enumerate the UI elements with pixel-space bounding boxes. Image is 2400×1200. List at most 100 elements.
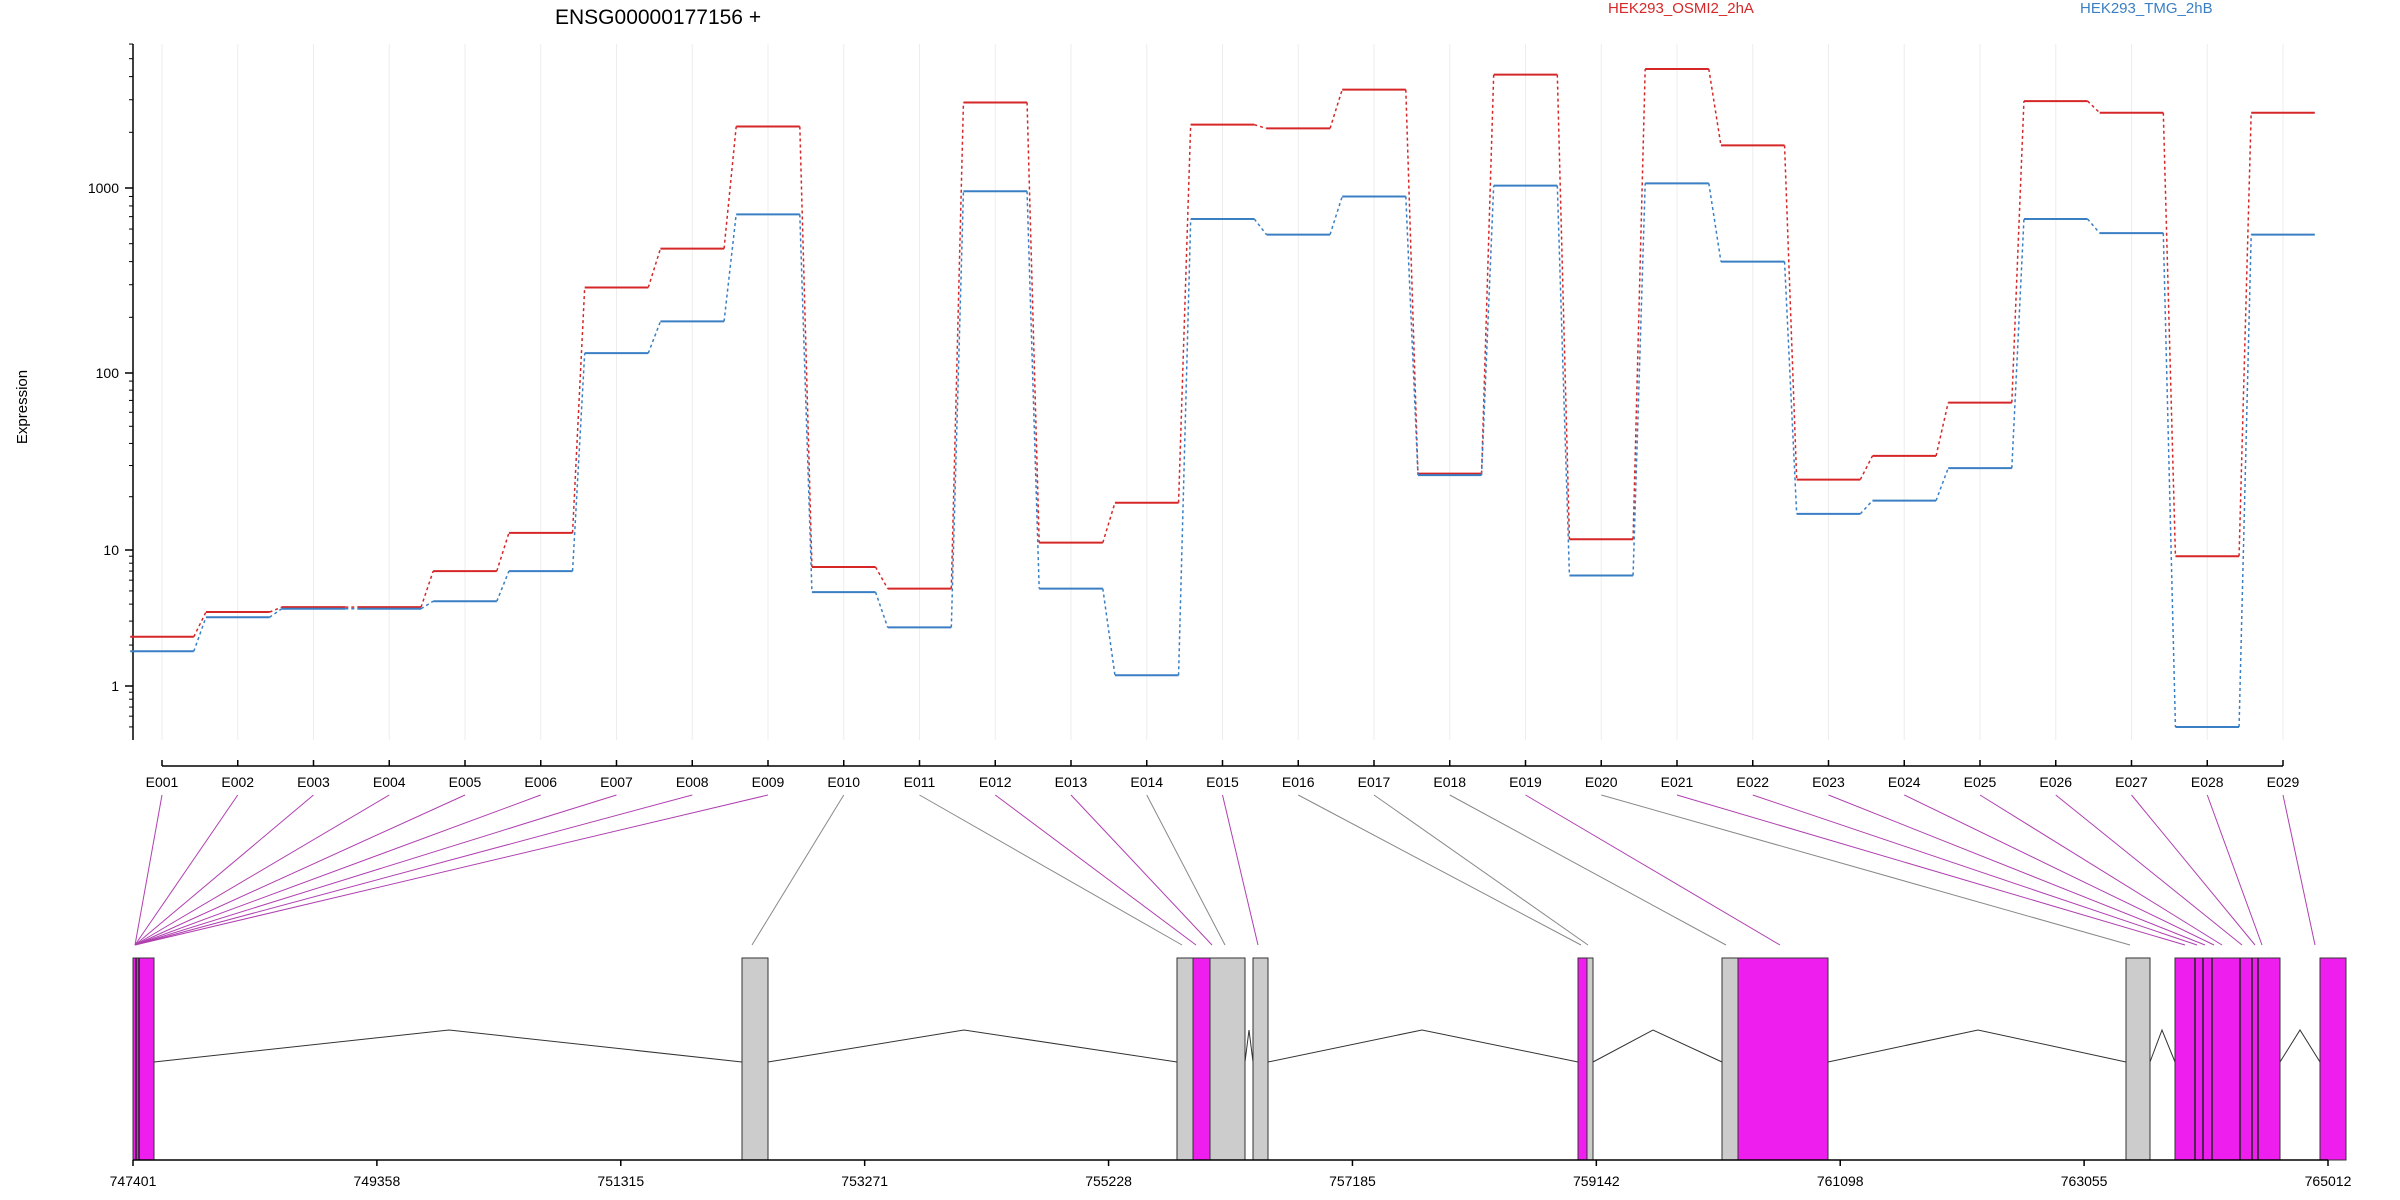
transition-segment (874, 566, 889, 589)
connector-line (751, 794, 845, 946)
x-tick-label: E009 (752, 774, 785, 790)
connector-line (1601, 794, 2131, 946)
transition-segment (1632, 68, 1646, 540)
x-tick-label: E001 (146, 774, 179, 790)
transition-segment (1556, 74, 1571, 540)
coordinate-ticks: 747401 749358 751315 753271 755228 757185 7591… (110, 1160, 2352, 1189)
transition-segment (1935, 402, 1949, 457)
coordinate-tick-label: 751315 (597, 1173, 644, 1189)
connector-line (2055, 794, 2243, 946)
x-tick-label: E023 (1812, 774, 1845, 790)
transition-segment (1026, 191, 1040, 589)
transition-segment (2162, 112, 2177, 557)
transition-segment (2087, 100, 2101, 114)
connector-line (2131, 794, 2256, 946)
transition-segment (723, 126, 737, 249)
transition-segment (571, 287, 586, 533)
series-lines (130, 67, 2315, 728)
transition-segment (2238, 234, 2252, 727)
x-tick-label: E019 (1509, 774, 1542, 790)
intron (1592, 1029, 1723, 1063)
x-tick-label: E028 (2191, 774, 2224, 790)
coordinate-tick-label: 761098 (1817, 1173, 1864, 1189)
coordinate-tick-label: 753271 (841, 1173, 888, 1189)
intron (153, 1029, 743, 1063)
connector-line (134, 794, 769, 946)
gridlines (161, 44, 2284, 740)
x-tick-label: E005 (449, 774, 482, 790)
connector-line (134, 794, 390, 946)
series-osmi2 (130, 67, 2315, 638)
transition-segment (1632, 183, 1646, 576)
transition-segment (1329, 89, 1343, 129)
intron (1267, 1029, 1579, 1063)
x-tick-label: E029 (2267, 774, 2300, 790)
transition-segment (269, 606, 282, 613)
transition-segment (1859, 455, 1874, 480)
x-tick-label: E016 (1282, 774, 1315, 790)
legend-entry-tmg: HEK293_TMG_2hB (2080, 0, 2213, 17)
transition-segment (1708, 183, 1722, 262)
connector-line (134, 794, 163, 946)
transition-segment (193, 617, 207, 652)
transition-segment (1556, 185, 1571, 576)
coordinate-tick-label: 749358 (354, 1173, 401, 1189)
transition-segment (2011, 101, 2025, 403)
x-tick-label: E012 (979, 774, 1012, 790)
series-tmg (130, 182, 2315, 728)
transition-segment (2086, 218, 2101, 234)
transition-segment (420, 600, 434, 610)
connector-line (1752, 794, 2198, 946)
transition-segment (496, 570, 510, 602)
transition-segment (950, 102, 965, 589)
coordinate-tick-label: 757185 (1329, 1173, 1376, 1189)
transition-segment (799, 126, 813, 568)
y-tick-label: 1 (111, 678, 119, 694)
connector-line (1676, 794, 2186, 946)
transition-segment (1102, 502, 1116, 543)
x-tick-label: E018 (1433, 774, 1466, 790)
transition-segment (1102, 588, 1116, 676)
legend-entry-osmi2: HEK293_OSMI2_2hA (1608, 0, 1754, 17)
transition-segment (193, 611, 207, 638)
y-axis-ticks: 1 10 100 1000 (88, 180, 133, 694)
transition-segment (1783, 261, 1798, 514)
x-tick-label: E008 (676, 774, 709, 790)
transition-segment (1177, 218, 1192, 676)
connector-line (134, 794, 617, 946)
x-tick-label: E020 (1585, 774, 1618, 790)
connector-line (1449, 794, 1727, 946)
coordinate-tick-label: 763055 (2061, 1173, 2108, 1189)
transition-segment (874, 591, 889, 628)
transition-segment (1783, 145, 1798, 480)
intron (2149, 1028, 2176, 1063)
exon-block (1209, 957, 1246, 1161)
exon-block (1586, 957, 1594, 1161)
x-tick-label: E021 (1661, 774, 1694, 790)
x-tick-label: E007 (600, 774, 633, 790)
transition-segment (1480, 74, 1495, 474)
connector-line (2282, 794, 2316, 946)
transition-segment (647, 248, 662, 288)
coordinate-tick-label: 755228 (1085, 1173, 1132, 1189)
intron (1827, 1029, 2127, 1063)
exon-block (1737, 957, 1829, 1161)
connector-line (1070, 794, 1213, 946)
connector-line (1222, 794, 1259, 946)
coordinate-tick-label: 765012 (2305, 1173, 2352, 1189)
transition-segment (420, 570, 434, 608)
exon-block (2174, 957, 2281, 1161)
y-tick-label: 100 (96, 365, 120, 381)
connector-line (1298, 794, 1582, 946)
transition-segment (1480, 185, 1495, 476)
y-tick-label: 1000 (88, 180, 119, 196)
connector-line (2206, 794, 2263, 946)
coordinate-tick-label: 747401 (110, 1173, 157, 1189)
transition-segment (1026, 102, 1040, 543)
chart-title: ENSG00000177156 + (555, 6, 761, 29)
coordinate-tick-label: 759142 (1573, 1173, 1620, 1189)
transition-segment (2162, 233, 2177, 727)
connector-line (1525, 794, 1781, 946)
connector-line (134, 794, 541, 946)
